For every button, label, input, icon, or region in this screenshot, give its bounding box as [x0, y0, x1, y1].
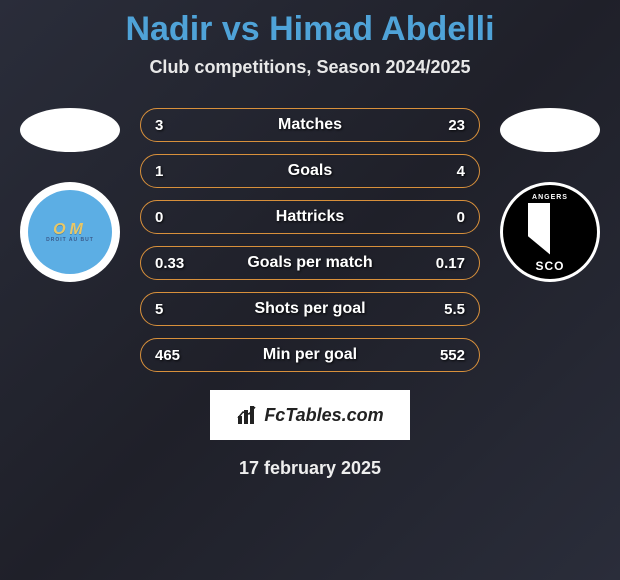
club-badge-right: ANGERS SCO — [500, 182, 600, 282]
stat-row-matches: 3 Matches 23 — [140, 108, 480, 142]
stat-label: Matches — [278, 116, 342, 134]
stat-row-goals-per-match: 0.33 Goals per match 0.17 — [140, 246, 480, 280]
club-badge-left: OM DROIT AU BUT — [20, 182, 120, 282]
stat-right-value: 0.17 — [436, 255, 465, 272]
stat-label: Min per goal — [263, 346, 357, 364]
stat-row-goals: 1 Goals 4 — [140, 154, 480, 188]
stat-row-min-per-goal: 465 Min per goal 552 — [140, 338, 480, 372]
om-badge-subtext: DROIT AU BUT — [46, 237, 94, 243]
stat-left-value: 5 — [155, 301, 163, 318]
stat-right-value: 552 — [440, 347, 465, 364]
stat-row-shots-per-goal: 5 Shots per goal 5.5 — [140, 292, 480, 326]
stat-left-value: 0 — [155, 209, 163, 226]
right-side: ANGERS SCO — [500, 108, 600, 282]
date-label: 17 february 2025 — [0, 458, 620, 479]
stat-right-value: 4 — [457, 163, 465, 180]
sco-badge-main-text: SCO — [535, 259, 564, 273]
stat-label: Shots per goal — [254, 300, 365, 318]
left-side: OM DROIT AU BUT — [20, 108, 120, 282]
stat-left-value: 465 — [155, 347, 180, 364]
stat-left-value: 3 — [155, 117, 163, 134]
sco-badge-inner: ANGERS SCO — [503, 185, 597, 279]
stat-right-value: 0 — [457, 209, 465, 226]
bar-chart-icon — [236, 404, 258, 426]
stat-left-value: 1 — [155, 163, 163, 180]
page-subtitle: Club competitions, Season 2024/2025 — [0, 57, 620, 108]
player-placeholder-right — [500, 108, 600, 152]
stat-row-hattricks: 0 Hattricks 0 — [140, 200, 480, 234]
stat-label: Goals — [288, 162, 332, 180]
branding-label: FcTables.com — [264, 405, 383, 426]
om-badge-inner: OM DROIT AU BUT — [28, 190, 112, 274]
sco-shield-icon — [528, 203, 572, 255]
player-placeholder-left — [20, 108, 120, 152]
stat-right-value: 5.5 — [444, 301, 465, 318]
stats-column: 3 Matches 23 1 Goals 4 0 Hattricks 0 0.3… — [140, 108, 480, 372]
page-title: Nadir vs Himad Abdelli — [0, 0, 620, 57]
branding-box: FcTables.com — [210, 390, 410, 440]
stat-right-value: 23 — [448, 117, 465, 134]
stat-label: Hattricks — [276, 208, 344, 226]
sco-badge-top-text: ANGERS — [532, 194, 568, 201]
comparison-main: OM DROIT AU BUT 3 Matches 23 1 Goals 4 0… — [0, 108, 620, 372]
stat-left-value: 0.33 — [155, 255, 184, 272]
stat-label: Goals per match — [247, 254, 372, 272]
